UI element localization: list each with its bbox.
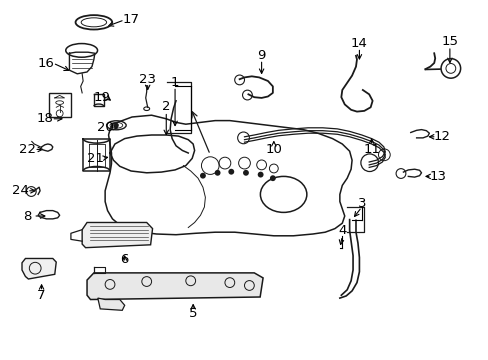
- Text: 22: 22: [20, 143, 36, 156]
- Text: 23: 23: [139, 73, 156, 86]
- Polygon shape: [82, 222, 152, 248]
- Text: 2: 2: [162, 100, 170, 113]
- Text: 24: 24: [12, 184, 29, 197]
- Text: 14: 14: [350, 37, 367, 50]
- Circle shape: [214, 170, 220, 176]
- Polygon shape: [87, 273, 263, 300]
- Circle shape: [200, 173, 205, 179]
- Text: 15: 15: [441, 35, 457, 48]
- Text: 8: 8: [22, 210, 31, 222]
- Text: 18: 18: [37, 112, 53, 125]
- Text: 13: 13: [428, 170, 445, 183]
- Text: 9: 9: [257, 49, 265, 62]
- Text: 10: 10: [265, 143, 282, 156]
- Text: 17: 17: [122, 13, 139, 26]
- Text: 20: 20: [97, 121, 113, 134]
- Circle shape: [257, 172, 263, 177]
- Circle shape: [269, 175, 275, 181]
- Text: 16: 16: [38, 57, 55, 69]
- Circle shape: [114, 123, 119, 128]
- Bar: [49, 93, 71, 117]
- Polygon shape: [22, 258, 56, 279]
- Polygon shape: [98, 298, 124, 310]
- Text: 3: 3: [357, 197, 366, 210]
- Text: 5: 5: [188, 307, 197, 320]
- Text: 4: 4: [337, 224, 346, 237]
- Text: 11: 11: [363, 143, 379, 156]
- Text: 12: 12: [433, 130, 450, 143]
- Circle shape: [228, 169, 234, 175]
- Text: 19: 19: [93, 91, 110, 104]
- Text: 6: 6: [120, 253, 129, 266]
- Text: 7: 7: [37, 289, 46, 302]
- Circle shape: [243, 170, 248, 176]
- Text: 21: 21: [87, 152, 103, 165]
- Text: 1: 1: [170, 76, 179, 89]
